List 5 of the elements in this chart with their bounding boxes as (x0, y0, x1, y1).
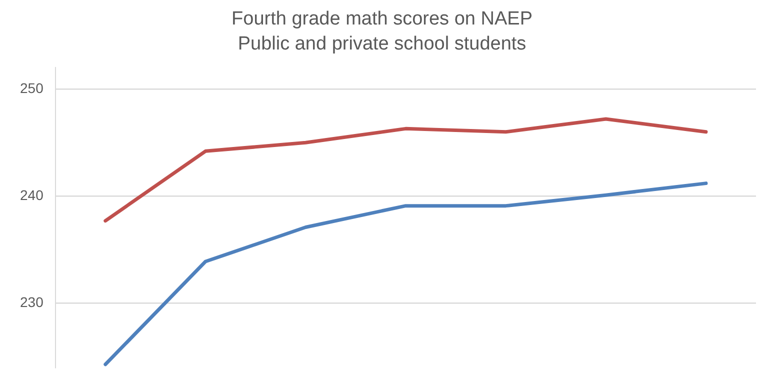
y-tick-label: 230 (20, 294, 44, 310)
chart-title: Fourth grade math scores on NAEP (232, 8, 532, 30)
chart-subtitle: Public and private school students (238, 33, 526, 54)
y-tick-label: 240 (20, 187, 44, 204)
y-tick-label: 250 (20, 80, 44, 96)
